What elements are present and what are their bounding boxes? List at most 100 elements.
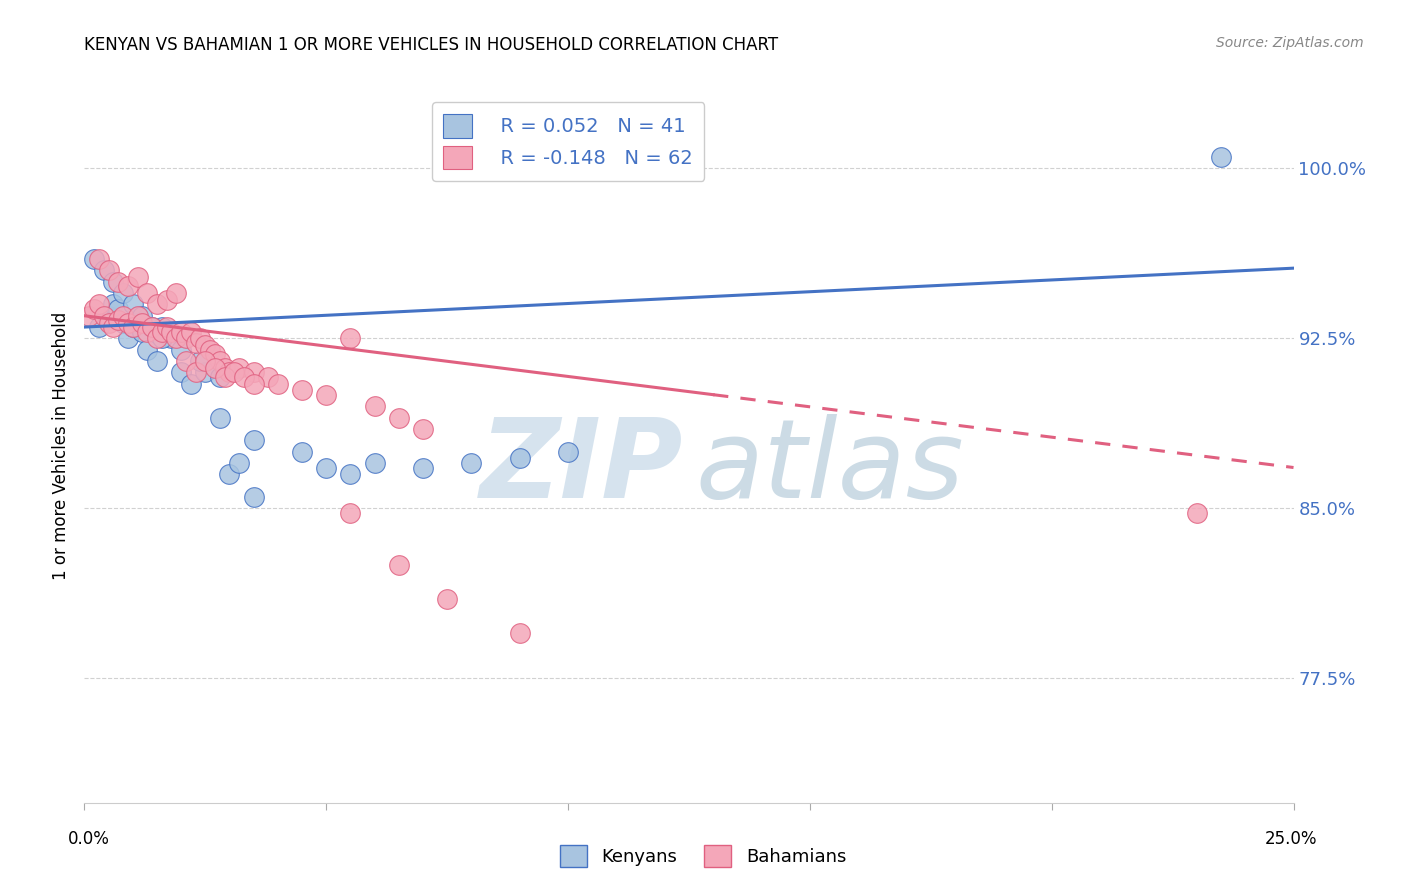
Text: Source: ZipAtlas.com: Source: ZipAtlas.com [1216,36,1364,50]
Point [131,309,153,323]
Point [257,370,280,384]
Point [121,297,143,311]
Point [87,297,110,311]
Point [509,451,531,466]
Point [363,456,385,470]
Point [388,558,411,572]
Point [198,343,221,357]
Point [412,460,434,475]
Point [291,444,314,458]
Point [214,370,236,384]
Point [117,331,139,345]
Point [121,320,143,334]
Point [315,388,337,402]
Y-axis label: 1 or more Vehicles in Household: 1 or more Vehicles in Household [52,312,70,580]
Point [204,347,226,361]
Point [103,275,125,289]
Point [117,316,139,330]
Point [103,297,125,311]
Point [77,309,100,323]
Point [136,343,159,357]
Point [1185,506,1208,520]
Point [184,335,207,350]
Point [460,456,482,470]
Point [170,365,193,379]
Point [112,309,135,323]
Point [214,360,236,375]
Point [150,320,173,334]
Point [103,320,125,334]
Point [170,343,193,357]
Point [107,313,129,327]
Point [194,338,217,352]
Point [190,331,212,345]
Text: 25.0%: 25.0% [1264,830,1317,847]
Point [228,360,250,375]
Point [436,591,458,606]
Point [242,365,264,379]
Point [136,286,159,301]
Point [146,354,169,368]
Point [141,320,163,334]
Point [146,297,169,311]
Point [339,506,361,520]
Point [112,286,135,301]
Point [155,320,177,334]
Point [190,354,212,368]
Text: KENYAN VS BAHAMIAN 1 OR MORE VEHICLES IN HOUSEHOLD CORRELATION CHART: KENYAN VS BAHAMIAN 1 OR MORE VEHICLES IN… [84,36,779,54]
Point [242,490,264,504]
Text: ZIP: ZIP [479,414,683,521]
Point [136,325,159,339]
Point [83,301,105,316]
Point [87,252,110,266]
Point [112,316,135,330]
Point [208,354,231,368]
Point [174,354,197,368]
Point [131,316,153,330]
Point [315,460,337,475]
Point [93,309,115,323]
Point [218,365,240,379]
Point [165,331,187,345]
Point [180,325,202,339]
Point [509,626,531,640]
Point [388,410,411,425]
Point [363,400,385,414]
Text: atlas: atlas [695,414,963,521]
Point [155,293,177,307]
Point [165,286,187,301]
Point [121,320,143,334]
Point [184,365,207,379]
Point [291,384,314,398]
Point [1209,150,1232,164]
Point [97,263,120,277]
Point [180,376,202,391]
Point [127,309,149,323]
Point [127,309,149,323]
Point [557,444,579,458]
Point [242,434,264,448]
Legend: Kenyans, Bahamians: Kenyans, Bahamians [553,838,853,874]
Legend:   R = 0.052   N = 41,   R = -0.148   N = 62: R = 0.052 N = 41, R = -0.148 N = 62 [432,103,704,181]
Point [170,325,193,339]
Point [150,325,173,339]
Point [224,365,246,379]
Point [150,331,173,345]
Point [131,325,153,339]
Point [97,316,120,330]
Point [160,331,183,345]
Point [141,320,163,334]
Text: 0.0%: 0.0% [67,830,110,847]
Point [127,270,149,285]
Point [218,467,240,482]
Point [174,331,197,345]
Point [228,456,250,470]
Point [339,331,361,345]
Point [242,376,264,391]
Point [160,325,183,339]
Point [117,279,139,293]
Point [233,370,256,384]
Point [87,320,110,334]
Point [267,376,290,391]
Point [83,252,105,266]
